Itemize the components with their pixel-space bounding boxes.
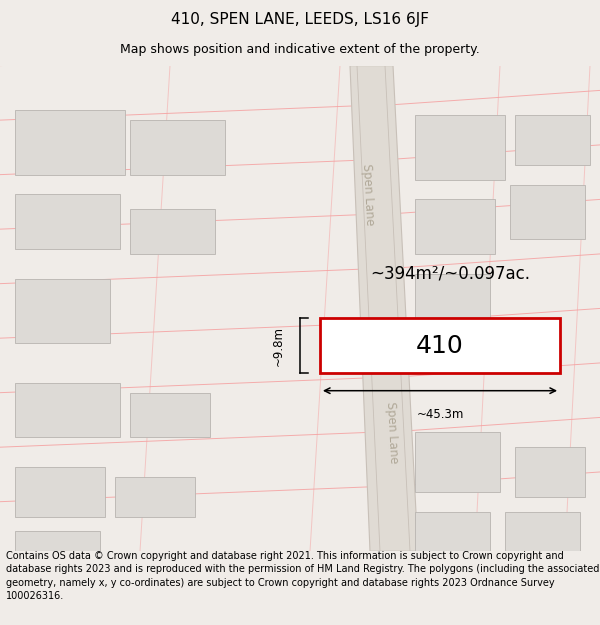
Bar — [15, 467, 105, 517]
Text: Map shows position and indicative extent of the property.: Map shows position and indicative extent… — [120, 42, 480, 56]
Bar — [15, 110, 125, 174]
Polygon shape — [350, 66, 418, 551]
Text: ~394m²/~0.097ac.: ~394m²/~0.097ac. — [370, 265, 530, 282]
Bar — [415, 432, 500, 492]
Bar — [510, 184, 585, 239]
Bar — [415, 115, 505, 179]
Bar — [320, 318, 560, 373]
Text: ~9.8m: ~9.8m — [272, 326, 285, 366]
Bar — [15, 194, 120, 249]
Bar — [415, 199, 495, 254]
Text: ~45.3m: ~45.3m — [416, 408, 464, 421]
Text: 410, SPEN LANE, LEEDS, LS16 6JF: 410, SPEN LANE, LEEDS, LS16 6JF — [171, 12, 429, 27]
Bar — [515, 115, 590, 165]
Bar — [15, 531, 100, 576]
Bar — [505, 512, 580, 556]
Bar — [15, 382, 120, 438]
Text: Contains OS data © Crown copyright and database right 2021. This information is : Contains OS data © Crown copyright and d… — [6, 551, 599, 601]
Text: Spen Lane: Spen Lane — [360, 163, 376, 226]
Bar — [115, 477, 195, 516]
Text: Spen Lane: Spen Lane — [384, 401, 400, 464]
Bar — [415, 512, 490, 561]
Bar — [130, 392, 210, 438]
Bar — [15, 279, 110, 343]
Bar — [130, 120, 225, 174]
Bar — [415, 274, 490, 328]
Bar — [130, 209, 215, 254]
Text: 410: 410 — [416, 334, 464, 357]
Bar — [515, 448, 585, 497]
